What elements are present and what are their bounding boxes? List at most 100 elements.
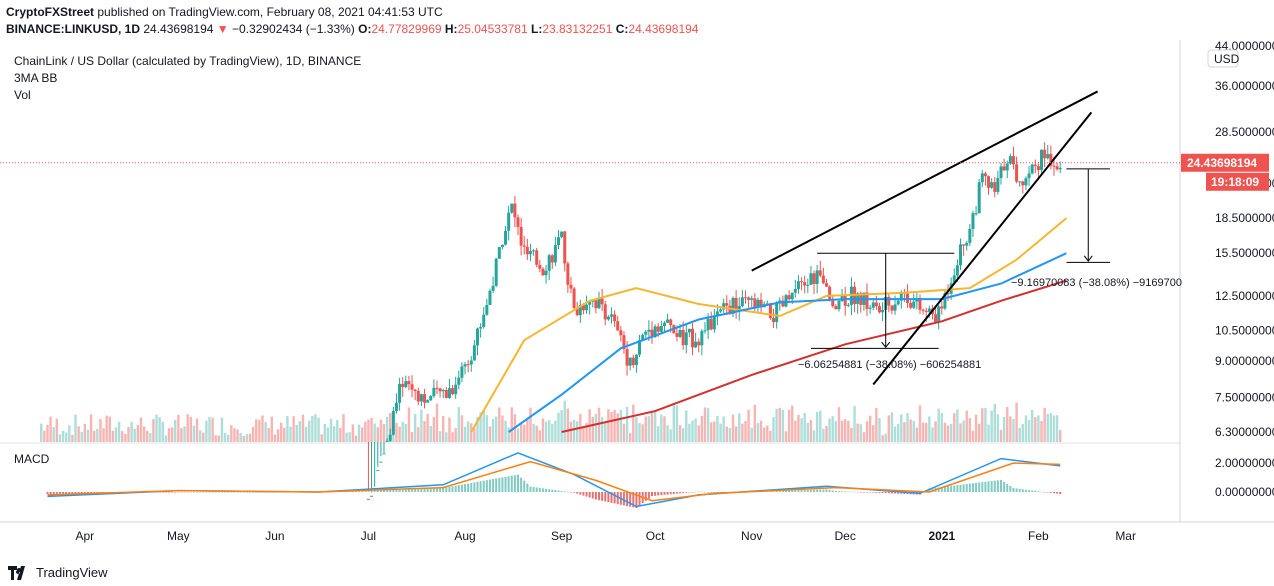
volume-bar: [582, 427, 585, 442]
volume-bar: [83, 423, 87, 442]
candle-body: [1024, 178, 1028, 186]
candle-body: [575, 307, 579, 316]
candle-body: [666, 319, 670, 323]
macd-hist-bar: [86, 492, 89, 494]
candle-body: [675, 333, 679, 337]
candle-body: [999, 166, 1003, 178]
macd-hist-bar: [841, 491, 844, 492]
candle-body: [416, 391, 420, 402]
macd-hist-bar: [439, 488, 442, 492]
macd-hist-bar: [504, 476, 507, 492]
volume-bar: [242, 435, 245, 442]
macd-hist-bar: [975, 482, 978, 492]
volume-bar: [466, 421, 470, 442]
macd-hist-bar: [233, 492, 236, 493]
macd-hist-bar: [373, 490, 376, 492]
y-tick-label: 7.50000000: [1215, 390, 1274, 404]
volume-bar: [703, 407, 707, 442]
candle-body: [694, 341, 698, 348]
indicator-vol-label[interactable]: Vol: [14, 88, 31, 102]
volume-bar: [566, 408, 570, 442]
macd-hist-bar: [1028, 490, 1031, 492]
macd-hist-bar: [214, 492, 217, 493]
macd-hist-bar: [167, 492, 170, 493]
macd-hist-bar: [429, 488, 432, 492]
indicator-bb-label[interactable]: 3MA BB: [14, 71, 58, 85]
volume-bar: [828, 418, 831, 442]
volume-bar: [1049, 413, 1053, 442]
volume-bar: [544, 421, 548, 442]
volume-bar: [990, 410, 993, 442]
volume-bar: [64, 432, 68, 442]
volume-bar: [158, 417, 161, 442]
x-tick-label: Oct: [646, 529, 665, 543]
candle-body: [1008, 156, 1012, 164]
macd-hist-bar: [563, 491, 566, 492]
macd-hist-bar: [199, 492, 202, 493]
candle-body: [753, 298, 757, 308]
candle-body: [846, 304, 850, 306]
candle-body: [828, 286, 832, 299]
candle-body: [385, 440, 389, 442]
candle-body: [522, 245, 526, 247]
quote-line: BINANCE:LINKUSD, 1D 24.43698194 ▼ −0.329…: [6, 22, 698, 36]
candle-body: [719, 309, 723, 312]
macd-hist-bar: [588, 492, 591, 498]
volume-bar: [389, 412, 392, 442]
candle-body: [560, 231, 564, 238]
candle-body: [504, 230, 508, 245]
volume-bar: [884, 433, 887, 442]
macd-hist-bar: [579, 492, 582, 495]
candle-body: [1055, 166, 1059, 170]
macd-hist-bar: [890, 492, 893, 494]
volume-bar: [317, 417, 320, 442]
tradingview-logo-icon: [8, 565, 25, 580]
candle-body: [806, 284, 810, 286]
volume-bar: [376, 427, 379, 442]
macd-hist-bar: [1052, 492, 1055, 494]
wedge-lower-line: [872, 111, 1093, 386]
candle-body: [644, 331, 648, 335]
volume-bar: [775, 408, 778, 442]
volume-bar: [706, 408, 710, 442]
macd-hist-bar: [778, 490, 781, 492]
macd-hist-bar: [809, 489, 812, 492]
volume-bar: [744, 421, 747, 442]
macd-hist-bar: [585, 492, 588, 497]
candle-body: [1040, 149, 1044, 171]
volume-bar: [993, 403, 996, 442]
macd-label[interactable]: MACD: [14, 452, 50, 466]
volume-bar: [167, 428, 171, 442]
volume-bar: [332, 426, 336, 442]
volume-bar: [498, 407, 501, 442]
macd-hist-bar: [420, 488, 423, 492]
macd-hist-bar: [613, 492, 616, 504]
tradingview-footer[interactable]: TradingView: [8, 565, 108, 580]
macd-hist-bar: [984, 481, 987, 492]
candle-body: [616, 321, 620, 331]
candle-body: [419, 394, 423, 402]
volume-bar: [395, 422, 398, 442]
volume-bar: [519, 423, 523, 442]
volume-bar: [762, 427, 766, 442]
macd-hist-bar: [657, 492, 660, 496]
macd-hist-bar: [58, 492, 61, 494]
volume-bar: [557, 412, 560, 442]
macd-hist-bar: [52, 492, 55, 494]
volume-bar: [688, 423, 691, 442]
candle-body: [441, 390, 445, 392]
publisher-name[interactable]: CryptoFXStreet: [6, 5, 95, 19]
volume-bar: [529, 407, 532, 442]
volume-bar: [660, 414, 663, 442]
candle-body: [896, 300, 900, 305]
low-value: 23.83132251: [542, 22, 613, 36]
macd-hist-bar: [669, 492, 672, 495]
candle-body: [401, 383, 405, 388]
candle-body: [927, 308, 931, 312]
macd-hist-bar: [423, 488, 426, 492]
macd-hist-bar: [367, 490, 370, 492]
macd-hist-bar: [526, 483, 529, 492]
volume-bar: [96, 428, 99, 442]
volume-bar: [102, 428, 105, 442]
